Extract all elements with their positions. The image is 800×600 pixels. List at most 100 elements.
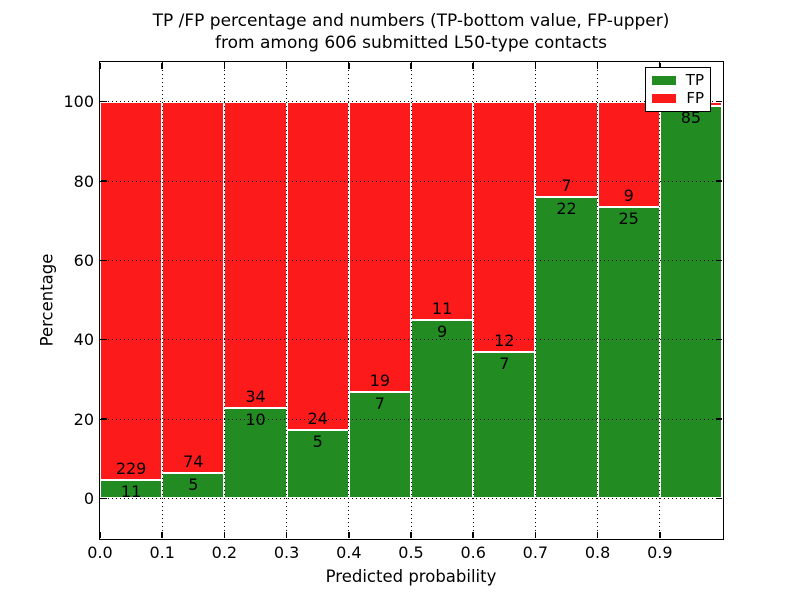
- x-axis-label: Predicted probability: [325, 567, 497, 586]
- x-gridline: [161, 62, 163, 538]
- x-tick-label: 0.6: [460, 543, 486, 562]
- fp-count-label: 9: [623, 185, 634, 205]
- x-tick-top: [285, 62, 288, 69]
- x-tick-bottom: [472, 531, 474, 538]
- tp-bar-segment: [411, 319, 474, 499]
- y-tick-right: [715, 497, 722, 500]
- x-gridline: [597, 62, 599, 538]
- y-tick-label: 40: [73, 330, 94, 350]
- fp-bar-segment: [224, 101, 287, 409]
- x-gridline: [659, 62, 661, 538]
- y-tick-left: [100, 497, 107, 500]
- y-tick-left: [100, 338, 107, 341]
- x-tick-top: [99, 62, 101, 69]
- chart-title-line2: from among 606 submitted L50-type contac…: [215, 33, 607, 53]
- fp-count-label: 12: [494, 331, 515, 351]
- fp-count-label: 34: [245, 387, 266, 407]
- x-tick-bottom: [161, 531, 163, 538]
- fp-color-swatch: [652, 94, 677, 104]
- y-tick-right: [715, 338, 722, 341]
- x-tick-bottom: [223, 531, 226, 538]
- y-tick-label: 100: [63, 92, 94, 112]
- x-tick-top: [410, 62, 412, 69]
- x-gridline: [286, 62, 288, 538]
- fp-bar-segment: [597, 101, 660, 207]
- tp-bar-segment: [535, 197, 598, 499]
- x-tick-top: [472, 62, 474, 69]
- x-tick-top: [596, 62, 599, 69]
- x-gridline: [472, 62, 474, 538]
- tp-bar-segment: [286, 429, 349, 499]
- tp-bar-segment: [224, 408, 287, 499]
- tp-bar-segment: [162, 473, 225, 499]
- y-tick-right: [715, 259, 722, 262]
- x-tick-bottom: [596, 531, 599, 538]
- y-tick-left: [100, 259, 107, 262]
- x-tick-label: 0.2: [211, 543, 238, 562]
- y-tick-right: [715, 180, 722, 182]
- legend-item-tp: TP: [652, 70, 704, 89]
- chart-title-line1: TP /FP percentage and numbers (TP-bottom…: [152, 11, 670, 31]
- x-tick-top: [534, 62, 537, 69]
- chart-title: TP /FP percentage and numbers (TP-bottom…: [100, 10, 722, 54]
- y-tick-right: [715, 418, 722, 420]
- y-tick-left: [100, 418, 107, 420]
- fp-bar-segment: [411, 101, 474, 320]
- tp-count-label: 9: [437, 321, 448, 341]
- x-tick-bottom: [285, 531, 288, 538]
- tp-bar-segment: [348, 391, 411, 499]
- tp-count-label: 7: [499, 354, 510, 374]
- fp-count-label: 74: [183, 452, 204, 472]
- x-tick-label: 0.9: [647, 543, 673, 562]
- fp-count-label: 7: [561, 176, 572, 196]
- tp-bar-segment: [100, 480, 163, 499]
- fp-bar-segment: [348, 101, 411, 392]
- y-tick-label: 80: [73, 171, 94, 191]
- legend-label-tp: TP: [685, 70, 704, 89]
- fp-count-label: 11: [431, 298, 453, 318]
- x-tick-bottom: [348, 531, 350, 538]
- x-tick-top: [659, 62, 661, 69]
- tp-count-label: 5: [312, 431, 323, 451]
- x-tick-top: [348, 62, 350, 69]
- x-tick-label: 0.7: [522, 543, 549, 562]
- x-tick-bottom: [410, 531, 412, 538]
- x-tick-label: 0.1: [149, 543, 175, 562]
- tp-bar-segment: [473, 352, 536, 499]
- x-gridline: [410, 62, 412, 538]
- x-tick-label: 0.5: [398, 543, 424, 562]
- x-gridline: [534, 62, 536, 538]
- fp-bar-segment: [473, 101, 536, 353]
- fp-count-label: 19: [369, 370, 391, 390]
- tp-count-label: 11: [120, 482, 142, 502]
- fp-bar-segment: [100, 101, 163, 481]
- x-tick-bottom: [659, 531, 661, 538]
- tp-bar-segment: [597, 206, 660, 499]
- y-tick-left: [100, 100, 107, 103]
- legend: TP FP: [645, 67, 711, 112]
- y-tick-left: [100, 180, 107, 182]
- y-tick-label: 20: [73, 409, 94, 429]
- tp-color-swatch: [652, 75, 676, 85]
- tp-count-label: 5: [188, 475, 199, 495]
- legend-label-fp: FP: [686, 89, 704, 108]
- fp-count-label: 229: [115, 459, 147, 479]
- tp-count-label: 85: [680, 108, 702, 128]
- x-gridline: [348, 62, 350, 538]
- tp-count-label: 22: [556, 199, 577, 219]
- y-tick-label: 60: [73, 250, 94, 270]
- tp-bar-segment: [659, 106, 722, 499]
- x-tick-top: [161, 62, 163, 69]
- x-tick-label: 0.3: [273, 543, 300, 562]
- x-tick-top: [223, 62, 226, 69]
- legend-item-fp: FP: [652, 91, 704, 106]
- tp-count-label: 10: [245, 410, 266, 430]
- x-tick-label: 0.0: [87, 543, 113, 562]
- x-tick-bottom: [99, 531, 101, 538]
- fp-count-label: 24: [307, 408, 328, 428]
- y-tick-label: 0: [83, 488, 94, 508]
- tp-count-label: 7: [374, 393, 385, 413]
- x-tick-label: 0.4: [336, 543, 362, 562]
- x-tick-bottom: [534, 531, 537, 538]
